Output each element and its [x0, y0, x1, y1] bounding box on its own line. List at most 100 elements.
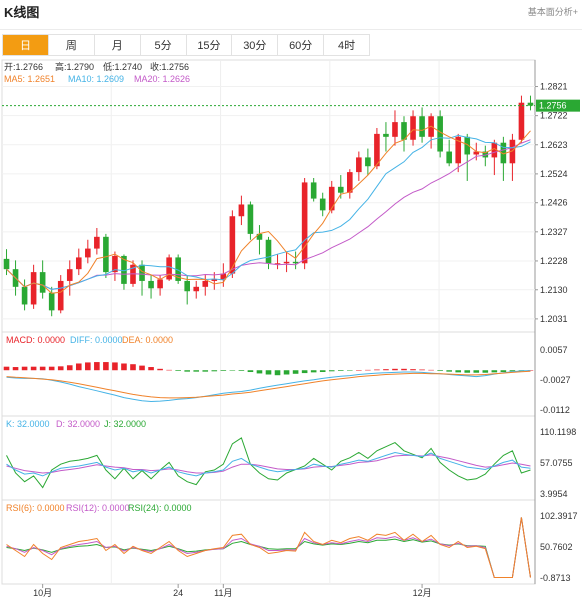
macd-bar: [94, 362, 100, 371]
candle-body: [383, 133, 389, 137]
macd-tick-label: 0.0057: [540, 345, 568, 355]
macd-bar: [473, 370, 480, 373]
candle-body: [103, 236, 109, 273]
macd-bar: [383, 369, 389, 371]
candle-body: [509, 139, 516, 164]
macd-bar: [428, 369, 434, 371]
macd-bar: [30, 366, 37, 371]
macd-bar: [374, 369, 380, 371]
macd-bar: [103, 362, 109, 371]
candle-body: [229, 216, 236, 274]
candle-body: [193, 286, 200, 292]
ma5-line: [6, 125, 531, 294]
macd-bar: [238, 370, 245, 371]
last-price-tag: [536, 99, 580, 112]
macd-bar: [455, 370, 462, 373]
macd-bar: [166, 369, 172, 371]
x-tick-label: 24: [173, 588, 183, 598]
candle-body: [220, 273, 227, 280]
legend-d: D: 32.0000: [56, 419, 100, 429]
k-line: [6, 451, 531, 477]
macd-bar: [491, 370, 498, 373]
legend-rsi12: RSI(12): 0.0000: [66, 503, 130, 513]
macd-bar: [193, 370, 200, 372]
macd-bar: [347, 370, 353, 371]
macd-bar: [184, 370, 190, 372]
macd-tick-label: -0.0112: [540, 405, 570, 415]
candle-body: [319, 198, 326, 211]
price-tick-label: 1.2130: [540, 285, 568, 295]
macd-bar: [57, 366, 64, 371]
candle-body: [283, 261, 290, 264]
candle-body: [85, 248, 91, 258]
x-tick-label: 10月: [33, 588, 52, 598]
macd-bar: [48, 366, 55, 371]
x-tick-label: 11月: [214, 588, 232, 598]
candle-body: [310, 182, 317, 199]
tab-4[interactable]: 15分: [187, 35, 233, 55]
candle-body: [401, 122, 407, 140]
legend-macd: MACD: 0.0000: [6, 335, 65, 345]
tab-1[interactable]: 周: [49, 35, 95, 55]
price-tick-label: 1.2821: [540, 82, 568, 92]
macd-bar: [12, 367, 19, 371]
legend-ma5: MA5: 1.2651: [4, 74, 55, 84]
legend-ma10: MA10: 1.2609: [68, 74, 124, 84]
macd-bar: [256, 370, 263, 374]
candle-body: [148, 280, 154, 289]
legend-rsi6: RSI(6): 0.0000: [6, 503, 65, 513]
legend-ma20: MA20: 1.2626: [134, 74, 190, 84]
candle-body: [491, 142, 498, 158]
candle-body: [482, 151, 489, 158]
candle-body: [500, 142, 507, 164]
macd-bar: [410, 369, 416, 371]
candle-body: [121, 255, 127, 284]
candle-body: [112, 255, 118, 273]
tab-3[interactable]: 5分: [141, 35, 187, 55]
candle-body: [130, 264, 136, 284]
rsi12-line: [6, 517, 531, 578]
candle-body: [356, 157, 362, 173]
macd-bar: [202, 370, 209, 372]
tab-2[interactable]: 月: [95, 35, 141, 55]
macd-bar: [85, 362, 91, 371]
macd-bar: [247, 370, 254, 373]
legend-k: K: 32.0000: [6, 419, 50, 429]
macd-bar: [328, 370, 335, 372]
candle-body: [446, 151, 452, 164]
candle-body: [374, 133, 380, 167]
legend-j: J: 32.0000: [104, 419, 146, 429]
tab-7[interactable]: 4时: [338, 40, 356, 52]
tab-0[interactable]: 日: [3, 35, 49, 55]
tab-5[interactable]: 30分: [232, 35, 279, 55]
fundamental-analysis-link[interactable]: 基本面分析+: [527, 7, 578, 17]
macd-bar: [121, 363, 127, 371]
candle-body: [437, 116, 443, 152]
candle-body: [256, 233, 263, 240]
d-line: [6, 454, 531, 474]
candle-body: [274, 263, 281, 265]
price-tick-label: 1.2228: [540, 256, 568, 266]
kdj-tick-label: 3.9954: [540, 489, 568, 499]
candle-body: [419, 116, 425, 137]
macd-bar: [392, 368, 398, 371]
macd-bar: [229, 370, 236, 371]
rsi-tick-label: 102.3917: [540, 511, 578, 521]
legend-diff: DIFF: 0.0000: [70, 335, 123, 345]
macd-bar: [319, 370, 326, 373]
macd-panel: 0.0057 -0.0027 -0.0112: [3, 345, 571, 415]
price-tick-label: 1.2722: [540, 111, 568, 121]
macd-bar: [365, 369, 371, 371]
macd-tick-label: -0.0027: [540, 375, 571, 385]
last-price-label: 1.2756: [539, 101, 567, 111]
macd-bar: [157, 368, 163, 371]
tab-6[interactable]: 60分: [278, 35, 325, 55]
macd-bar: [310, 370, 317, 373]
x-axis: 10月 24 11月 12月: [33, 584, 432, 598]
candle-body: [166, 257, 172, 280]
candle-body: [247, 204, 254, 234]
candle-body: [410, 116, 416, 140]
macd-bar: [75, 363, 82, 371]
candle-body: [94, 236, 100, 249]
